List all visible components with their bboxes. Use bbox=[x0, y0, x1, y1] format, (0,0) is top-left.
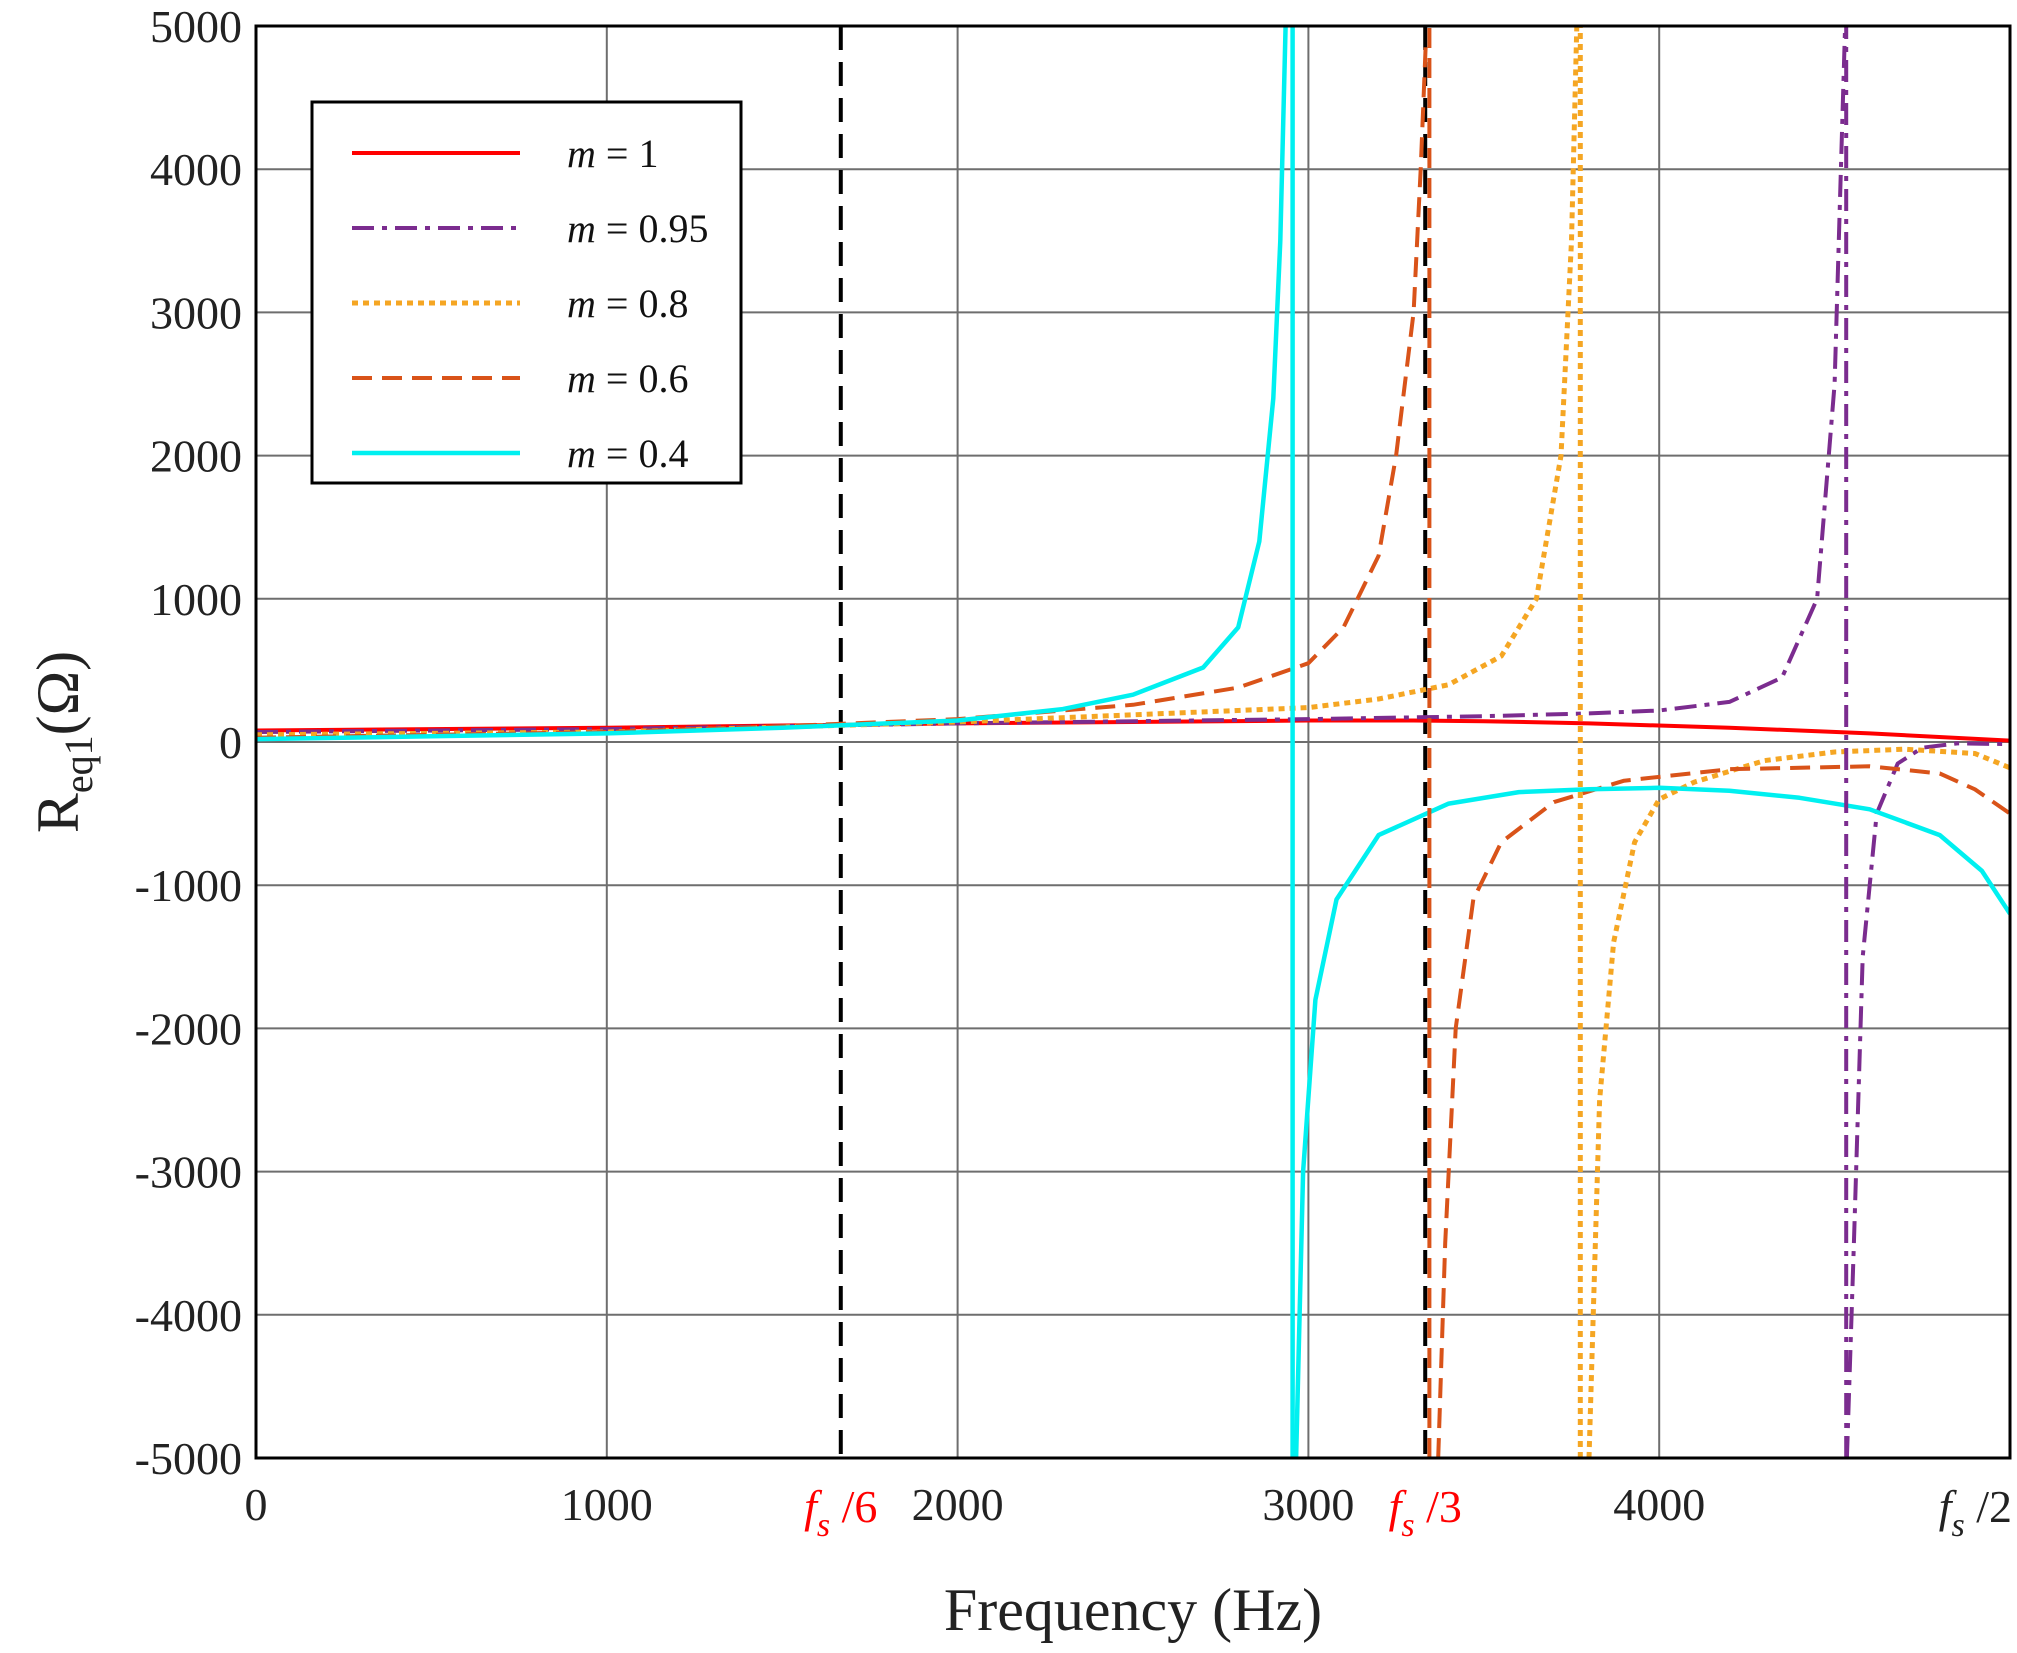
y-tick-label: -4000 bbox=[135, 1290, 242, 1341]
legend-label-rest: = 0.95 bbox=[596, 206, 709, 251]
legend-label-var: m bbox=[567, 281, 596, 326]
y-tick-label: -3000 bbox=[135, 1147, 242, 1198]
marker-label-2: fs /2 bbox=[1939, 1481, 2012, 1544]
x-tick-label: 1000 bbox=[561, 1479, 653, 1530]
series-line-4-0 bbox=[256, 26, 1288, 742]
legend-label-rest: = 0.6 bbox=[596, 356, 689, 401]
series-group bbox=[256, 26, 2010, 1458]
svg-text:Req1(Ω): Req1(Ω) bbox=[25, 651, 101, 833]
y-tick-label: 2000 bbox=[150, 431, 242, 482]
tick-labels: 0 1000 2000 3000 4000 -5000 -4000 -3000 -2000 -10… bbox=[135, 1, 1706, 1530]
legend-label-var: m bbox=[567, 131, 596, 176]
x-axis-title: Frequency (Hz) bbox=[944, 1577, 1322, 1643]
plot-frame bbox=[254, 24, 2012, 1460]
marker-label-sub: s bbox=[817, 1507, 830, 1544]
y-tick-label: 1000 bbox=[150, 574, 242, 625]
marker-label-suffix: /3 bbox=[1415, 1481, 1462, 1532]
legend-label-var: m bbox=[567, 431, 596, 476]
y-tick-label: 3000 bbox=[150, 287, 242, 338]
series-line-1-0 bbox=[256, 26, 1848, 734]
legend-label-3: m = 0.6 bbox=[567, 356, 688, 401]
y-tick-label: 4000 bbox=[150, 144, 242, 195]
x-tick-label: 0 bbox=[245, 1479, 268, 1530]
y-axis-title-main: R bbox=[25, 793, 91, 833]
marker-label-sub: s bbox=[1951, 1507, 1964, 1544]
series-line-2-1 bbox=[1586, 746, 2010, 1458]
marker-lines bbox=[838, 26, 1428, 1458]
marker-label-suffix: /6 bbox=[830, 1481, 877, 1532]
marker-label-0: fs /6 bbox=[804, 1481, 877, 1544]
y-axis-title-unit: (Ω) bbox=[25, 651, 91, 736]
marker-label-sub: s bbox=[1401, 1507, 1414, 1544]
y-tick-label: 5000 bbox=[150, 1, 242, 52]
legend-box bbox=[310, 100, 743, 485]
series-line-1-1 bbox=[1844, 741, 2010, 1458]
legend-label-rest: = 0.4 bbox=[596, 431, 689, 476]
x-tick-label: 3000 bbox=[1262, 1479, 1354, 1530]
marker-label-suffix: /2 bbox=[1965, 1481, 2012, 1532]
x-tick-label: 2000 bbox=[912, 1479, 1004, 1530]
x-tick-label: 4000 bbox=[1613, 1479, 1705, 1530]
legend-label-4: m = 0.4 bbox=[567, 431, 688, 476]
marker-label-1: fs /3 bbox=[1389, 1481, 1462, 1544]
y-axis-title: Req1(Ω) bbox=[25, 651, 101, 833]
legend-label-1: m = 0.95 bbox=[567, 206, 708, 251]
legend-label-rest: = 1 bbox=[596, 131, 659, 176]
y-tick-label: -1000 bbox=[135, 860, 242, 911]
y-axis-title-sub: eq1 bbox=[56, 735, 101, 793]
y-tick-label: -2000 bbox=[135, 1003, 242, 1054]
legend-label-var: m bbox=[567, 356, 596, 401]
legend-label-var: m bbox=[567, 206, 596, 251]
series-line-4-1 bbox=[1293, 785, 2010, 1458]
grid bbox=[255, 25, 2010, 1459]
legend: m = 1m = 0.95m = 0.8m = 0.6m = 0.4 bbox=[310, 100, 743, 485]
legend-label-0: m = 1 bbox=[567, 131, 658, 176]
y-tick-label: -5000 bbox=[135, 1433, 242, 1484]
legend-label-2: m = 0.8 bbox=[567, 281, 688, 326]
marker-labels: fs /6 fs /3 fs /2 bbox=[804, 1481, 2012, 1544]
legend-label-rest: = 0.8 bbox=[596, 281, 689, 326]
y-tick-label: 0 bbox=[219, 717, 242, 768]
